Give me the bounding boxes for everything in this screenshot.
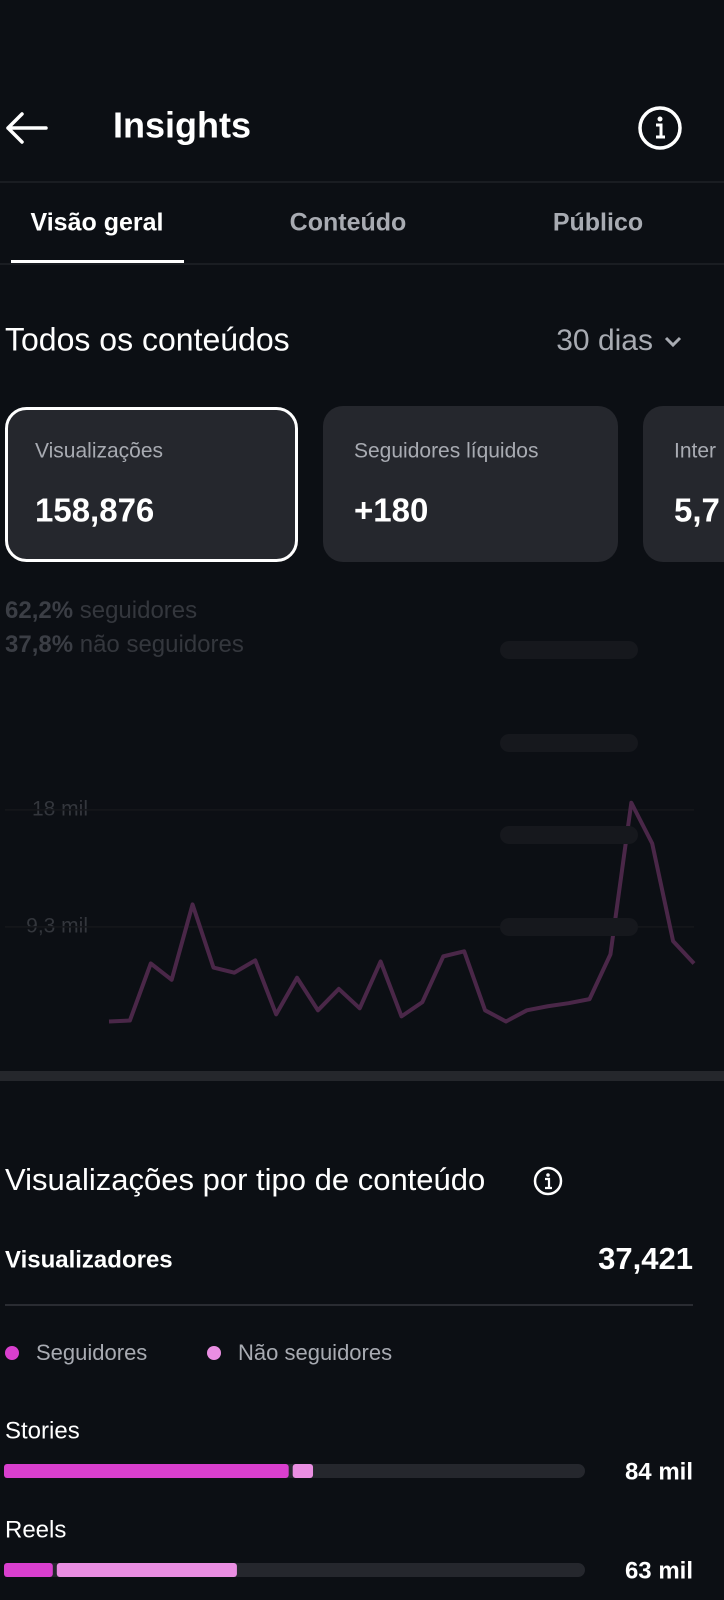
back-button[interactable]: [6, 112, 48, 144]
split-line: 37,8% não seguidores: [5, 631, 244, 658]
metric-card[interactable]: Visualizações 158,876: [5, 407, 298, 562]
y-tick-label: 9,3 mil: [26, 914, 88, 937]
bar-non-followers: [292, 1464, 314, 1478]
legend: Seguidores Não seguidores: [5, 1340, 392, 1365]
row-label: Reels: [5, 1516, 66, 1543]
legend-label: Seguidores: [36, 1340, 147, 1365]
split-line: 62,2% seguidores: [5, 597, 197, 624]
split-label: não seguidores: [80, 631, 244, 658]
info-button[interactable]: [533, 1166, 563, 1196]
card-value: +180: [354, 492, 428, 529]
metric-card[interactable]: Seguidores líquidos +180: [323, 406, 618, 562]
section-divider: [0, 1071, 724, 1081]
split-percent: 62,2%: [5, 597, 73, 624]
period-selector[interactable]: 30 dias: [556, 324, 682, 357]
period: 30 dias: [556, 324, 653, 357]
tab-indicator: [11, 260, 184, 263]
bar-followers: [4, 1563, 53, 1577]
legend-dot: [5, 1346, 19, 1360]
legend-label: Não seguidores: [238, 1340, 392, 1365]
tab[interactable]: Visão geral: [31, 209, 164, 237]
line-chart: 9,3 mil 18 mil: [5, 797, 696, 1024]
content-rows: Stories 84 mil Reels 63 mil: [4, 1417, 693, 1584]
metric-card[interactable]: Inter 5,7: [643, 406, 724, 562]
y-tick-label: 18 mil: [32, 797, 88, 820]
line: [108, 800, 696, 1024]
bar-non-followers: [56, 1563, 237, 1577]
section-title: Todos os conteúdos: [5, 321, 290, 357]
row-value: 84 mil: [625, 1458, 693, 1485]
page-title: Insights: [113, 105, 251, 146]
card-value: 158,876: [35, 492, 154, 529]
viewers-value: 37,421: [598, 1241, 693, 1276]
info-button[interactable]: [638, 106, 682, 150]
card-label: Inter: [674, 440, 716, 463]
row-value: 63 mil: [625, 1557, 693, 1584]
split-label: seguidores: [80, 597, 197, 624]
card-label: Seguidores líquidos: [354, 440, 538, 463]
bar-followers: [4, 1464, 289, 1478]
card-value: 5,7: [674, 492, 720, 529]
split-percent: 37,8%: [5, 631, 73, 658]
legend-dot: [207, 1346, 221, 1360]
viewers-label: Visualizadores: [5, 1246, 173, 1273]
row-label: Stories: [5, 1417, 80, 1444]
tab[interactable]: Público: [553, 209, 643, 237]
loading-placeholder: [500, 641, 638, 936]
section-title: Visualizações por tipo de conteúdo: [5, 1162, 485, 1197]
card-label: Visualizações: [35, 440, 163, 463]
tab[interactable]: Conteúdo: [290, 209, 407, 237]
